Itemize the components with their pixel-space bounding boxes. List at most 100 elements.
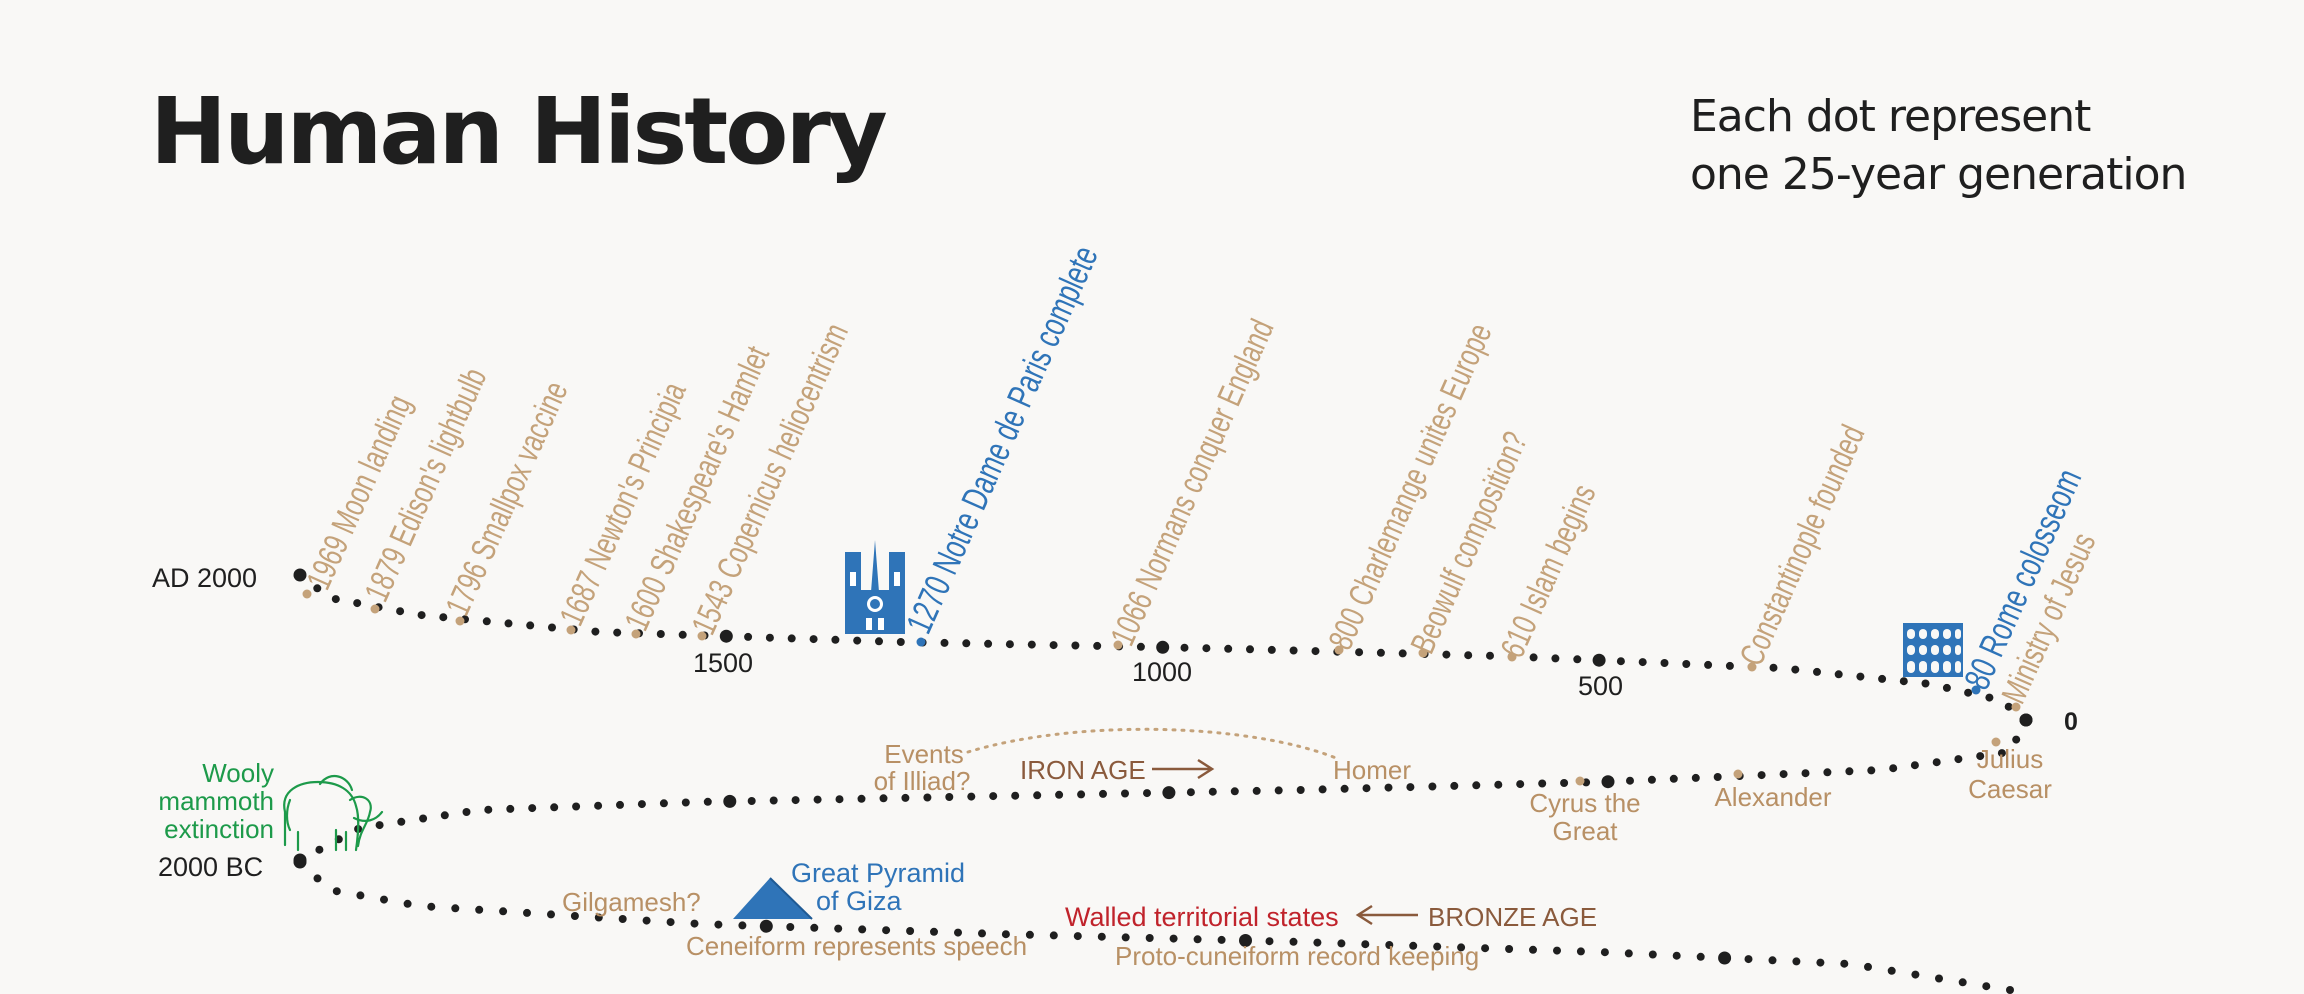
row1-dot (940, 638, 949, 647)
row2-dot (1801, 769, 1810, 778)
row3-dot (1121, 933, 1130, 942)
label-bronze-age: BRONZE AGE (1428, 902, 1597, 932)
row2-dot (1757, 771, 1766, 780)
row3-dot (978, 929, 986, 938)
label-proto-cuneiform: Proto-cuneiform record keeping (1115, 941, 1479, 971)
row1-dot (396, 607, 405, 616)
row1-dot (719, 629, 733, 643)
row3-dot (380, 895, 388, 904)
row2-dot (1626, 776, 1634, 785)
row2-dot (1910, 761, 1919, 770)
row3-dot (1457, 943, 1466, 952)
row3-dot (906, 927, 915, 935)
row1-dot (765, 633, 774, 642)
axis-label-ad-2000: AD 2000 (152, 563, 257, 593)
pyramid-icon (733, 877, 813, 920)
label-alexander: Alexander (1714, 782, 1831, 812)
row2-dot (1162, 786, 1176, 800)
row3-dot (1624, 949, 1633, 958)
row1-dot (313, 584, 322, 593)
event-dot (2011, 702, 2021, 712)
row2-dot (1516, 780, 1525, 789)
label-cyrus-1: Cyrus the (1529, 788, 1640, 818)
event-dot (1747, 662, 1757, 672)
row2-dot (1296, 786, 1305, 794)
row2-dot (1011, 791, 1020, 800)
row3-dot (403, 899, 412, 908)
row2-dot (572, 802, 581, 811)
row1-dot (1180, 643, 1189, 652)
row1-dot (1136, 642, 1145, 651)
row3-dot (2006, 986, 2014, 994)
event-dot (1507, 652, 1517, 662)
row3-dot (1169, 934, 1178, 943)
row2-dot (1055, 790, 1064, 799)
row2-dot (1099, 789, 1107, 798)
row2-dot (1494, 780, 1503, 789)
label-iron-age: IRON AGE (1020, 755, 1146, 785)
row1-dot (1921, 679, 1930, 688)
row1-dot (1289, 646, 1298, 655)
row3-dot (1718, 951, 1732, 965)
row2-dot (857, 794, 866, 803)
row1-dot (1093, 641, 1102, 650)
row3-dot (1648, 950, 1657, 959)
row2-dot (923, 793, 932, 802)
event-dot (697, 631, 707, 641)
row2-dot (375, 821, 384, 830)
row1-dot (293, 568, 307, 582)
row3-dot (1982, 982, 1991, 991)
row2-dot (747, 797, 756, 805)
row3-dot (594, 913, 603, 922)
row1-dot (1486, 651, 1494, 660)
row3-dot (930, 927, 938, 936)
row3-dot (1887, 966, 1896, 975)
row2-dot (1274, 786, 1283, 795)
page-title: Human History (150, 78, 888, 185)
row2-dot (791, 796, 800, 805)
row1-dot (1682, 660, 1691, 668)
row1-dot (439, 613, 448, 622)
row3-dot (1696, 952, 1705, 961)
notre-dame-icon (845, 540, 905, 634)
row3-dot (1145, 934, 1154, 942)
row1-dot (1942, 683, 1951, 692)
row3-dot (475, 905, 484, 914)
event-dot (566, 625, 576, 635)
row2-dot (1472, 781, 1481, 790)
row2-dot (1779, 770, 1788, 779)
row2-dot (637, 800, 646, 809)
row1-dot (875, 637, 883, 646)
label-gilgamesh: Gilgamesh? (562, 887, 701, 917)
row1-dot (417, 611, 426, 620)
row3-dot (642, 916, 651, 925)
row3-dot (1193, 935, 1202, 944)
row2-dot (315, 845, 324, 854)
row3-dot (1840, 959, 1849, 968)
row3-dot (1433, 942, 1442, 951)
legend-note-line-1: Each dot represent (1690, 91, 2091, 142)
row2-dot (440, 811, 449, 820)
row2-dot (1186, 788, 1195, 797)
row1-dot (1267, 645, 1276, 654)
row1-dot (1156, 640, 1170, 654)
legend-note-line-2: one 25-year generation (1690, 149, 2187, 200)
row3-dot (547, 910, 555, 919)
row3-dot (1289, 937, 1298, 946)
axis-label-0: 0 (2064, 708, 2078, 736)
row2-dot (813, 795, 822, 804)
row3-dot (570, 912, 579, 920)
row2-dot (1845, 767, 1854, 776)
label-illiad-1: Events (884, 739, 964, 769)
row1-dot (1246, 645, 1254, 654)
row3-dot (1025, 930, 1034, 939)
row2-dot (1932, 758, 1941, 767)
row2-dot (835, 795, 844, 804)
row2-dot (989, 792, 998, 801)
row1-dot (744, 632, 753, 641)
row1-dot (809, 635, 818, 644)
event-dot (916, 637, 926, 647)
event-dot (1733, 769, 1743, 779)
row1-dot (831, 635, 840, 644)
